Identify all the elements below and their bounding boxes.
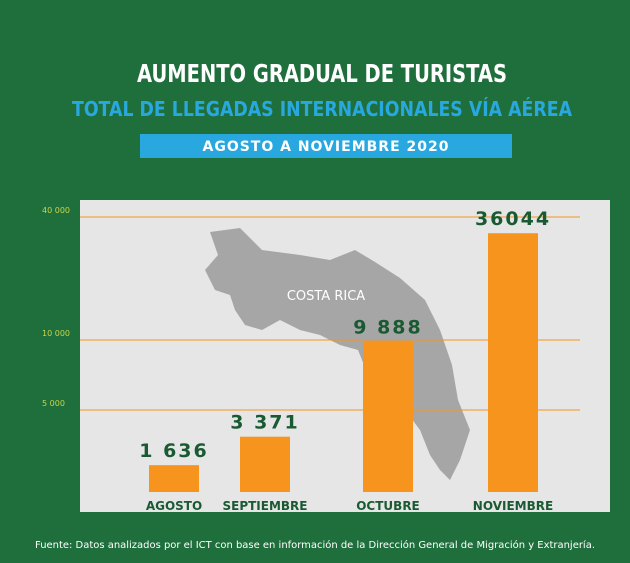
value-label: 3 371	[230, 412, 300, 434]
bar	[363, 341, 413, 492]
y-tick-label: 40 000	[42, 206, 70, 215]
map-label: COSTA RICA	[287, 289, 365, 304]
period: AGOSTO A NOVIEMBRE 2020	[203, 139, 450, 155]
bar	[488, 233, 538, 492]
x-tick-label: AGOSTO	[146, 499, 202, 513]
value-label: 36044	[475, 208, 551, 230]
period-banner	[140, 134, 512, 158]
map	[205, 228, 470, 480]
x-tick-label: SEPTIEMBRE	[222, 499, 307, 513]
source: Fuente: Datos analizados por el ICT con …	[35, 539, 595, 551]
y-tick-label: 5 000	[42, 399, 65, 408]
bar	[240, 436, 290, 492]
bar	[149, 465, 199, 492]
x-tick-label: OCTUBRE	[356, 499, 420, 513]
chart-title: AUMENTO GRADUAL DE TURISTAS	[137, 59, 507, 88]
x-tick-label: NOVIEMBRE	[473, 499, 553, 513]
value-label: 9 888	[353, 317, 423, 339]
value-label: 1 636	[139, 440, 209, 462]
y-tick-label: 10 000	[42, 329, 70, 338]
chart-subtitle: TOTAL DE LLEGADAS INTERNACIONALES VÍA AÉ…	[72, 97, 572, 121]
